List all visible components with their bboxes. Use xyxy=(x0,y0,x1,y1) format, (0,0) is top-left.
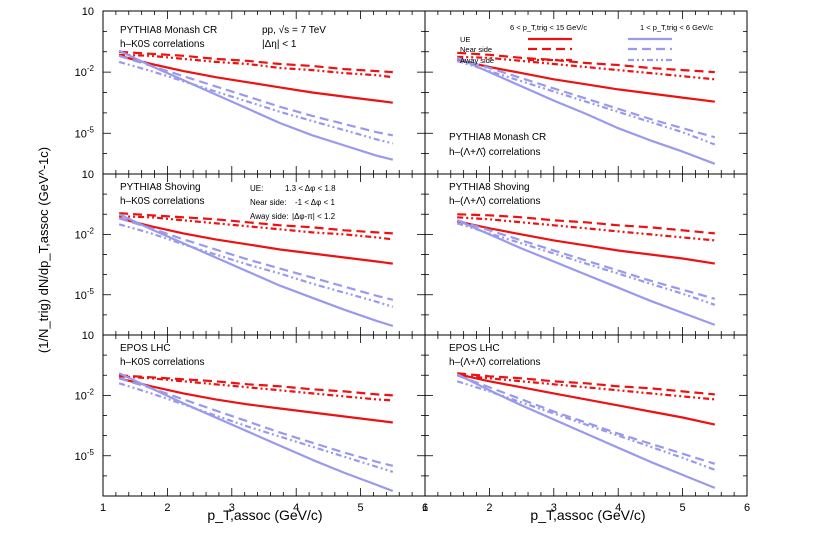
x-tick-label: 1 xyxy=(100,502,106,514)
legend-high-header: 6 < p_T,trig < 15 GeV/c xyxy=(510,23,587,32)
series-line xyxy=(456,374,716,465)
series-line xyxy=(119,375,393,402)
legend: 6 < p_T,trig < 15 GeV/c 1 < p_T,trig < 6… xyxy=(460,23,713,65)
panel-middle-right xyxy=(424,173,748,336)
particle-label-bottom-left: h–K0S correlations xyxy=(120,357,205,368)
x-tick-label: 5 xyxy=(680,502,686,514)
y-tick-label: 10-5 xyxy=(75,287,95,302)
series-line xyxy=(118,377,393,424)
legend-entry-away: Away side xyxy=(460,56,494,65)
x-tick-label: 6 xyxy=(744,502,750,514)
series-line xyxy=(457,51,715,74)
particle-label-middle-left: h–K0S correlations xyxy=(120,196,205,207)
series-line xyxy=(456,373,716,426)
series-line xyxy=(457,372,715,396)
series-line xyxy=(119,50,393,74)
series-line xyxy=(456,56,716,165)
series-line xyxy=(119,215,393,241)
panel-top-right xyxy=(424,10,748,175)
generator-label-top-left: PYTHIA8 Monash CR xyxy=(120,25,217,36)
x-tick-label: 2 xyxy=(486,502,492,514)
y-tick-label: 10 xyxy=(82,169,94,181)
series-line xyxy=(456,373,716,489)
x-tick-label: 3 xyxy=(229,502,235,514)
particle-label-middle-right: h–(Λ+Λ̄) correlations xyxy=(449,196,540,207)
series-line xyxy=(119,212,393,235)
legend-entry-near: Near side xyxy=(460,45,492,54)
particle-label-top-left: h–K0S correlations xyxy=(120,39,205,50)
series-line xyxy=(456,219,716,326)
y-tick-label: 10-2 xyxy=(75,226,95,241)
panel-bottom-left: 10 10-2 10-5 1 2 3 4 5 6 xyxy=(75,330,428,514)
series-line xyxy=(456,58,715,103)
y-axis-label: (1/N_trig) dN/dp_T,assoc (GeV^-1c) xyxy=(36,147,51,353)
panel-middle-left: 10 10-2 10-5 xyxy=(75,169,426,336)
x-tick-label: 4 xyxy=(615,502,621,514)
y-tick-label: 10-2 xyxy=(75,64,95,79)
series-line xyxy=(118,54,393,104)
legend-low-header: 1 < p_T,trig < 6 GeV/c xyxy=(640,23,713,32)
x-tick-label: 3 xyxy=(551,502,557,514)
series-line xyxy=(456,219,716,300)
generator-label-top-right: PYTHIA8 Monash CR xyxy=(449,132,546,143)
series-line xyxy=(456,380,716,471)
series-line xyxy=(457,216,715,242)
panel-top-left: 10 10-2 10-5 xyxy=(75,6,426,175)
series-line xyxy=(118,217,394,301)
series-line xyxy=(118,382,394,473)
region-near-range: -1 < Δφ < 1 xyxy=(295,198,335,207)
x-tick-label: 4 xyxy=(293,502,299,514)
x-tick-label: 6 xyxy=(422,502,428,514)
series-line xyxy=(456,222,716,306)
y-tick-label: 10-5 xyxy=(75,125,95,140)
series-line xyxy=(457,213,715,235)
y-tick-label: 10 xyxy=(82,6,94,18)
x-tick-label: 1 xyxy=(422,502,428,514)
generator-label-bottom-left: EPOS LHC xyxy=(120,343,171,354)
x-tick-label: 2 xyxy=(164,502,170,514)
series-line xyxy=(118,49,394,161)
series-line xyxy=(118,372,394,493)
generator-label-bottom-right: EPOS LHC xyxy=(449,343,500,354)
x-tick-label: 5 xyxy=(358,502,364,514)
region-near-label: Near side: xyxy=(250,198,286,207)
series-line xyxy=(118,54,394,137)
series-line xyxy=(118,377,394,467)
system-label: pp, √s = 7 TeV xyxy=(262,24,326,36)
legend-entry-ue: UE xyxy=(460,35,470,44)
series-line xyxy=(119,53,393,79)
series-line xyxy=(118,213,394,327)
x-axis-label-right: p_T,assoc (GeV/c) xyxy=(530,507,645,523)
x-axis-label-left: p_T,assoc (GeV/c) xyxy=(207,507,322,523)
particle-label-bottom-right: h–(Λ+Λ̄) correlations xyxy=(449,357,540,368)
series-line xyxy=(119,374,393,397)
eta-label: |Δη| < 1 xyxy=(262,39,297,50)
region-away-label: Away side: xyxy=(250,212,289,221)
series-line xyxy=(456,220,715,265)
generator-label-middle-right: PYTHIA8 Shoving xyxy=(449,182,530,193)
series-line xyxy=(456,56,716,139)
series-line xyxy=(118,60,394,145)
particle-label-top-right: h–(Λ+Λ̄) correlations xyxy=(449,147,540,158)
y-tick-label: 10-2 xyxy=(75,387,95,402)
series-line xyxy=(118,217,393,265)
region-away-range: |Δφ-π| < 1.2 xyxy=(292,212,336,221)
series-line xyxy=(457,374,715,401)
y-tick-label: 10 xyxy=(82,330,94,342)
panel-bottom-right: 1 2 3 4 5 6 xyxy=(422,334,750,514)
y-tick-label: 10-5 xyxy=(75,448,95,463)
region-ue-range: 1.3 < Δφ < 1.8 xyxy=(285,184,336,193)
series-line xyxy=(456,59,716,146)
series-line xyxy=(457,55,715,81)
generator-label-middle-left: PYTHIA8 Shoving xyxy=(120,182,201,193)
region-ue-label: UE: xyxy=(250,184,263,193)
series-line xyxy=(118,223,394,308)
